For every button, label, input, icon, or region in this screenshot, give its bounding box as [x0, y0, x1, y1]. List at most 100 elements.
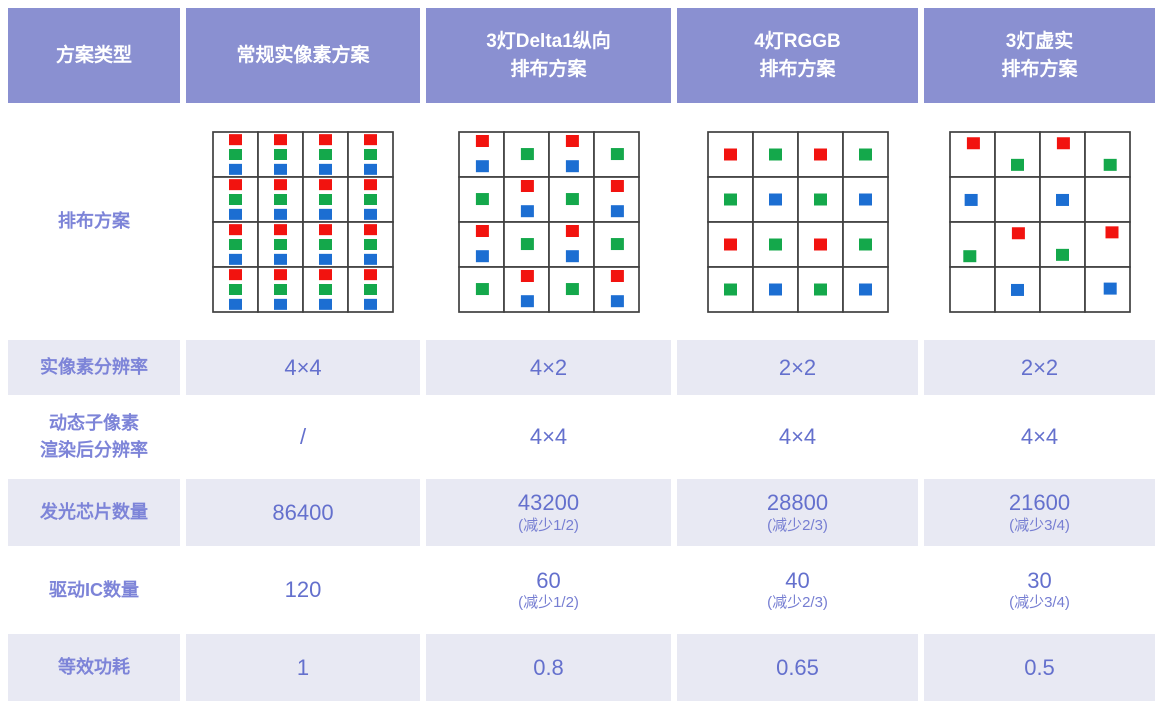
header-col-3: 4灯RGGB 排布方案 — [677, 8, 918, 103]
subpixel-r-dot — [723, 238, 737, 250]
subpixel-b-dot — [565, 159, 579, 172]
subpixel-g-dot — [520, 147, 534, 160]
subpixel-g-dot — [364, 193, 377, 205]
subpixel-g-dot — [610, 147, 624, 160]
subpixel-g-dot — [1055, 248, 1069, 261]
value-dynamic-subpixel-rendered-resolution-col-3: 4×4 — [778, 424, 817, 450]
diagram-cell-rggb-4led — [677, 103, 918, 340]
table-row-led-chip-count: 发光芯片数量 86400 43200 (减少1/2) 28800 (减少2/3) 21600… — [8, 479, 1155, 546]
subpixel-r-dot — [364, 223, 377, 235]
value-driver-ic-count-col-3: 40 — [785, 567, 810, 593]
subpixel-g-dot — [319, 148, 332, 160]
subpixel-g-dot — [565, 192, 579, 205]
header-col-2: 3灯Delta1纵向 排布方案 — [426, 8, 671, 103]
row-label-layout: 排布方案 — [58, 211, 130, 231]
subpixel-g-dot — [319, 193, 332, 205]
cell-real-pixel-resolution-col-1: 4×4 — [186, 340, 420, 395]
subpixel-b-dot — [274, 298, 287, 310]
subpixel-b-dot — [319, 253, 332, 265]
subpixel-b-dot — [364, 208, 377, 220]
arrangement-diagram-rggb-4led — [706, 130, 889, 313]
value-driver-ic-count-col-4: 30 — [1027, 567, 1052, 593]
subpixel-g-dot — [813, 283, 827, 295]
subpixel-b-dot — [1055, 193, 1069, 206]
value-driver-ic-count-col-1: 120 — [284, 577, 322, 603]
value-note-led-chip-count-col-4: (减少3/4) — [1009, 516, 1070, 534]
cell-real-pixel-resolution-col-4: 2×2 — [924, 340, 1155, 395]
cell-led-chip-count-col-2: 43200 (减少1/2) — [426, 479, 671, 546]
subpixel-r-dot — [723, 148, 737, 160]
header-col-4: 3灯虚实 排布方案 — [924, 8, 1155, 103]
subpixel-b-dot — [229, 253, 242, 265]
value-dynamic-subpixel-rendered-resolution-col-1: / — [299, 424, 307, 450]
subpixel-g-dot — [319, 283, 332, 295]
subpixel-b-dot — [768, 283, 782, 295]
subpixel-g-dot — [229, 283, 242, 295]
arrangement-diagram-delta1-vertical-3led — [457, 130, 640, 313]
cell-equivalent-power-col-1: 1 — [186, 634, 420, 701]
cell-equivalent-power-col-4: 0.5 — [924, 634, 1155, 701]
value-real-pixel-resolution-col-4: 2×2 — [1020, 354, 1059, 380]
cell-driver-ic-count-col-4: 30 (减少3/4) — [924, 546, 1155, 634]
table-row-equivalent-power: 等效功耗 1 0.8 0.65 0.5 — [8, 634, 1155, 701]
subpixel-b-dot — [229, 208, 242, 220]
subpixel-g-dot — [274, 283, 287, 295]
subpixel-r-dot — [274, 178, 287, 190]
subpixel-b-dot — [274, 208, 287, 220]
subpixel-r-dot — [1056, 136, 1070, 149]
row-label-equivalent-power: 等效功耗 — [8, 634, 180, 701]
value-equivalent-power-col-1: 1 — [296, 654, 310, 680]
value-driver-ic-count-col-2: 60 — [536, 567, 561, 593]
subpixel-g-dot — [274, 238, 287, 250]
value-dynamic-subpixel-rendered-resolution-col-4: 4×4 — [1020, 424, 1059, 450]
subpixel-g-dot — [1010, 158, 1024, 171]
value-note-led-chip-count-col-2: (减少1/2) — [518, 516, 579, 534]
subpixel-b-dot — [520, 294, 534, 307]
value-equivalent-power-col-2: 0.8 — [533, 654, 564, 680]
subpixel-b-dot — [274, 163, 287, 175]
subpixel-g-dot — [274, 148, 287, 160]
table-row-real-pixel-resolution: 实像素分辨率 4×4 4×2 2×2 2×2 — [8, 340, 1155, 395]
table-row-dynamic-subpixel-rendered-resolution: 动态子像素 渲染后分辨率 / 4×4 4×4 4×4 — [8, 395, 1155, 479]
subpixel-r-dot — [966, 136, 980, 149]
subpixel-b-dot — [858, 193, 872, 205]
subpixel-g-dot — [723, 193, 737, 205]
subpixel-b-dot — [610, 204, 624, 217]
subpixel-b-dot — [1010, 283, 1024, 296]
subpixel-r-dot — [520, 269, 534, 282]
cell-led-chip-count-col-1: 86400 — [186, 479, 420, 546]
subpixel-g-dot — [768, 148, 782, 160]
subpixel-b-dot — [319, 298, 332, 310]
arrangement-diagram-virtual-real-3led — [948, 130, 1131, 313]
subpixel-r-dot — [813, 238, 827, 250]
subpixel-b-dot — [319, 208, 332, 220]
value-note-driver-ic-count-col-4: (减少3/4) — [1009, 594, 1070, 612]
subpixel-r-dot — [274, 133, 287, 145]
subpixel-g-dot — [475, 282, 489, 295]
subpixel-g-dot — [768, 238, 782, 250]
subpixel-b-dot — [565, 249, 579, 262]
subpixel-r-dot — [364, 268, 377, 280]
subpixel-r-dot — [364, 133, 377, 145]
subpixel-b-dot — [274, 253, 287, 265]
value-real-pixel-resolution-col-3: 2×2 — [778, 354, 817, 380]
subpixel-r-dot — [274, 223, 287, 235]
subpixel-b-dot — [319, 163, 332, 175]
value-equivalent-power-col-4: 0.5 — [1024, 654, 1055, 680]
value-note-driver-ic-count-col-3: (减少2/3) — [767, 594, 828, 612]
subpixel-g-dot — [364, 283, 377, 295]
subpixel-b-dot — [768, 193, 782, 205]
value-note-led-chip-count-col-3: (减少2/3) — [767, 516, 828, 534]
subpixel-g-dot — [1103, 158, 1117, 171]
value-led-chip-count-col-4: 21600 — [1008, 490, 1071, 516]
value-equivalent-power-col-3: 0.65 — [776, 654, 819, 680]
header-col-1: 常规实像素方案 — [186, 8, 420, 103]
subpixel-r-dot — [229, 178, 242, 190]
subpixel-b-dot — [364, 253, 377, 265]
cell-dynamic-subpixel-rendered-resolution-col-2: 4×4 — [426, 395, 671, 479]
arrangement-diagram-conventional-real-pixel — [212, 130, 394, 313]
value-note-driver-ic-count-col-2: (减少1/2) — [518, 594, 579, 612]
subpixel-b-dot — [610, 294, 624, 307]
subpixel-r-dot — [229, 268, 242, 280]
subpixel-r-dot — [610, 179, 624, 192]
